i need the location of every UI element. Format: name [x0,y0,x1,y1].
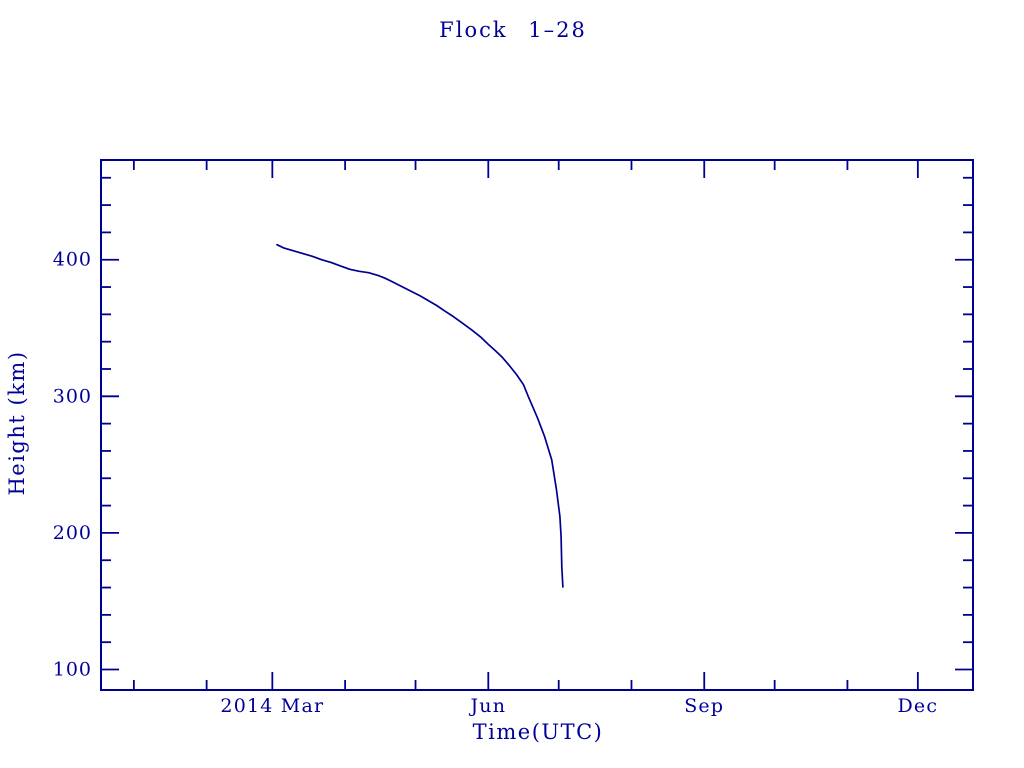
y-tick-label: 400 [53,249,92,271]
y-tick-label: 100 [53,659,92,681]
axis-frame [100,159,974,691]
y-tick-label: 200 [53,522,92,544]
x-tick-label: Sep [684,695,724,717]
x-tick-label: Jun [468,695,506,717]
y-tick-label: 300 [53,385,92,407]
height-decay-line [276,243,564,588]
x-tick-label: 2014 Mar [220,695,324,717]
x-tick-label: Dec [897,695,938,717]
chart-title: Flock 1–28 [439,18,587,42]
x-axis-title: Time(UTC) [472,720,604,744]
y-axis-title: Height (km) [5,350,29,496]
